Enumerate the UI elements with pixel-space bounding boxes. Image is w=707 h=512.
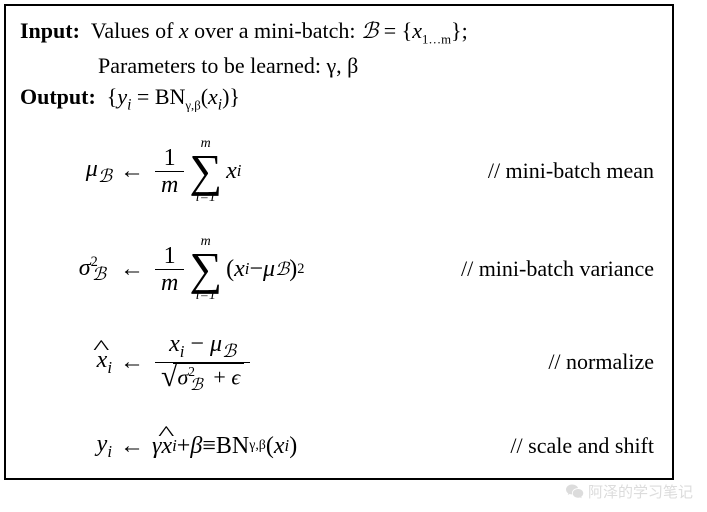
input-label: Input: — [20, 18, 80, 43]
input-line-1: Input: Values of x over a mini-batch: ℬ … — [20, 16, 658, 49]
input-var-x: x — [179, 18, 189, 43]
equation-normalize: xi ← xi − μℬ √ σ2ℬ + ϵ // normalize — [20, 324, 658, 400]
eq1-comment: // mini-batch mean — [414, 158, 658, 184]
input-sub: 1…m — [422, 32, 451, 46]
eq3-comment: // normalize — [414, 349, 658, 375]
assign-arrow: ← — [112, 433, 152, 460]
eq4-rhs: γxi + β ≡ BNγ,β(xi) — [152, 433, 414, 460]
eq1-rhs: 1 m m ∑ i=1 xi — [152, 137, 414, 205]
equation-scale-shift: yi ← γxi + β ≡ BNγ,β(xi) // scale and sh… — [20, 418, 658, 474]
eq2-comment: // mini-batch variance — [414, 256, 658, 282]
assign-arrow: ← — [112, 256, 152, 283]
input-text-pre: Values of — [91, 18, 179, 43]
assign-arrow: ← — [112, 158, 152, 185]
eq2-lhs: σ2ℬ — [20, 254, 112, 286]
eq4-lhs: yi — [20, 431, 112, 462]
eq1-lhs: μℬ — [20, 156, 112, 187]
equation-mean: μℬ ← 1 m m ∑ i=1 xi // mini-batch mean — [20, 128, 658, 214]
assign-arrow: ← — [112, 349, 152, 376]
wechat-icon — [566, 484, 584, 500]
eq3-rhs: xi − μℬ √ σ2ℬ + ϵ — [152, 331, 414, 393]
eq3-lhs: xi — [20, 347, 112, 378]
watermark: 阿泽的学习笔记 — [566, 481, 693, 502]
input-line-2: Parameters to be learned: γ, β — [20, 51, 658, 81]
output-bn-sub: γ,β — [185, 99, 200, 113]
output-yi-sub: i — [127, 97, 131, 114]
output-line: Output: {yi = BNγ,β(xi)} — [20, 82, 658, 116]
equation-variance: σ2ℬ ← 1 m m ∑ i=1 (xi − μℬ)2 // mini-bat… — [20, 226, 658, 312]
eq4-comment: // scale and shift — [414, 433, 658, 459]
output-xi-sub: i — [218, 97, 222, 114]
input-text-mid: over a mini-batch: — [189, 18, 361, 43]
input-end: }; — [451, 18, 468, 43]
output-label: Output: — [20, 84, 96, 109]
eq2-rhs: 1 m m ∑ i=1 (xi − μℬ)2 — [152, 235, 414, 303]
watermark-text: 阿泽的学习笔记 — [588, 484, 693, 501]
algorithm-box: Input: Values of x over a mini-batch: ℬ … — [4, 4, 674, 480]
input-params-text: Parameters to be learned: γ, β — [98, 53, 358, 78]
